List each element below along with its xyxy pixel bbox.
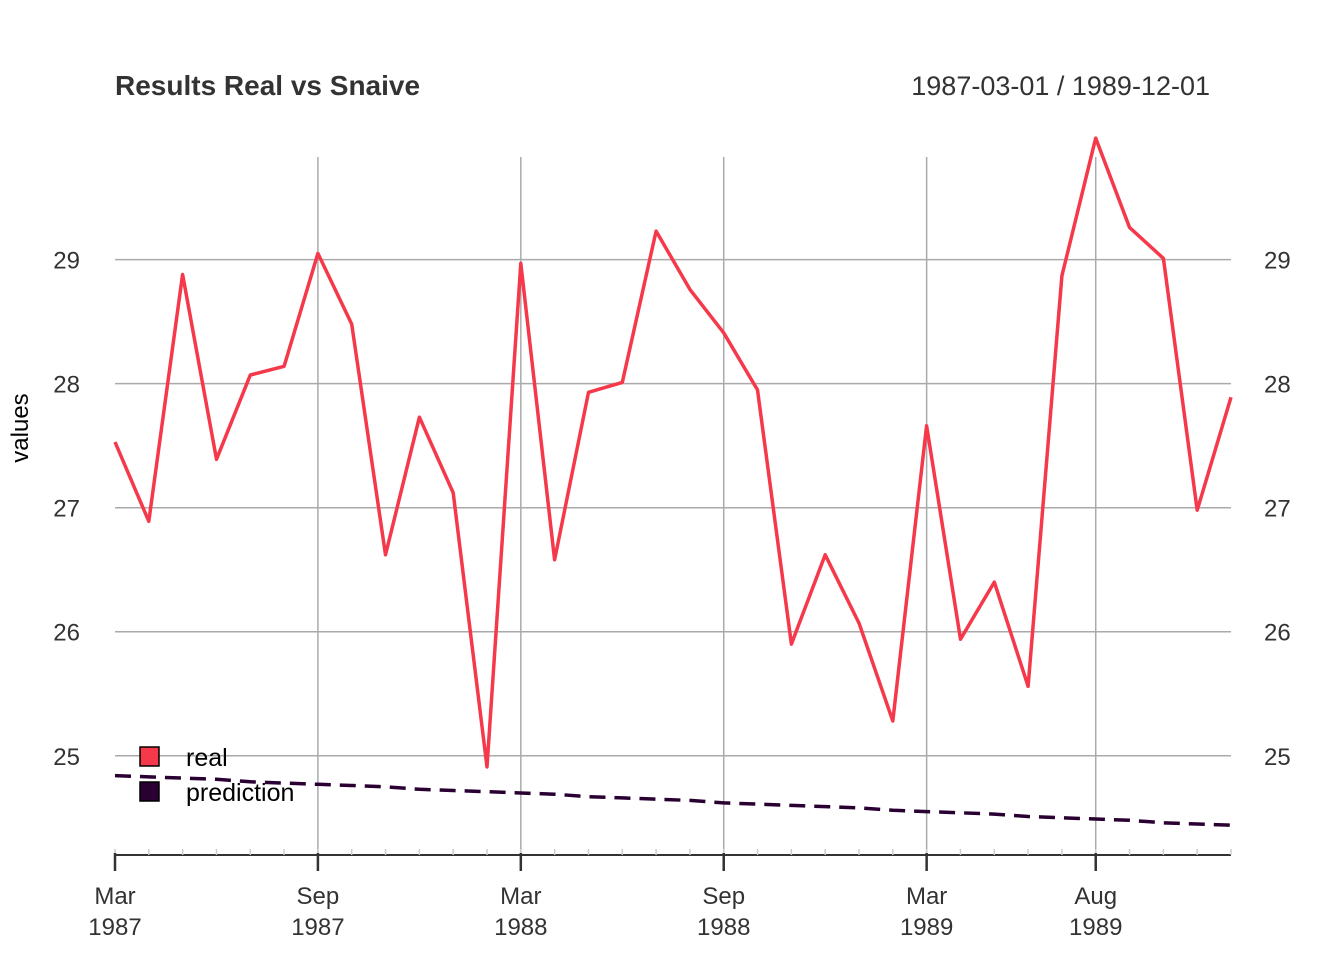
x-tick-label-year: 1989 xyxy=(1069,914,1122,941)
y-tick-label-right: 26 xyxy=(1264,620,1291,647)
y-tick-label-right: 28 xyxy=(1264,372,1291,399)
date-range: 1987-03-01 / 1989-12-01 xyxy=(911,71,1210,101)
x-tick-label-year: 1988 xyxy=(697,914,750,941)
chart-title: Results Real vs Snaive xyxy=(115,70,420,101)
y-tick-label-right: 29 xyxy=(1264,248,1291,275)
y-tick-label-left: 28 xyxy=(53,372,80,399)
x-tick-label-month: Sep xyxy=(702,883,745,910)
y-tick-label-left: 25 xyxy=(53,744,80,771)
x-tick-label-month: Mar xyxy=(500,883,541,910)
legend: real prediction xyxy=(139,744,294,807)
y-axis-title: values xyxy=(7,393,34,462)
x-axis: Mar 1987 Sep 1987 Mar 1988 Sep 1988 Mar 1989 Aug 19… xyxy=(88,849,1232,941)
legend-label-real: real xyxy=(186,744,228,772)
x-tick-label-month: Aug xyxy=(1074,883,1117,910)
x-tick-label-month: Mar xyxy=(94,883,135,910)
x-tick-label-year: 1988 xyxy=(494,914,547,941)
y-tick-label-left: 26 xyxy=(53,620,80,647)
grid: 25 25 26 26 27 27 28 28 29 29 xyxy=(53,157,1291,855)
x-tick-label-year: 1987 xyxy=(88,914,141,941)
series-line-prediction xyxy=(114,773,1232,827)
x-tick-label-month: Mar xyxy=(906,883,947,910)
x-tick-label-month: Sep xyxy=(297,883,340,910)
y-tick-label-left: 29 xyxy=(53,248,80,275)
plot-series xyxy=(113,136,1233,827)
legend-swatch-real xyxy=(139,746,160,767)
x-tick-label-year: 1989 xyxy=(900,914,953,941)
y-tick-label-right: 27 xyxy=(1264,496,1291,523)
series-line-real xyxy=(113,136,1233,769)
x-tick-label-year: 1987 xyxy=(291,914,344,941)
legend-swatch-prediction xyxy=(139,781,160,802)
y-tick-label-right: 25 xyxy=(1264,744,1291,771)
legend-label-prediction: prediction xyxy=(186,779,294,807)
y-tick-label-left: 27 xyxy=(53,496,80,523)
